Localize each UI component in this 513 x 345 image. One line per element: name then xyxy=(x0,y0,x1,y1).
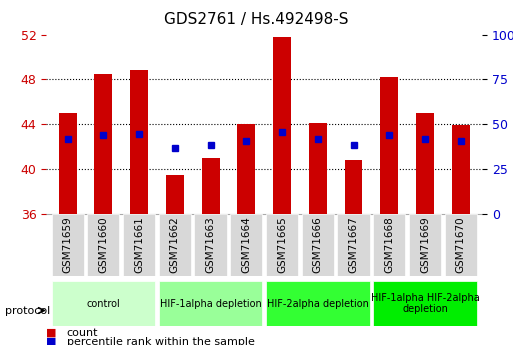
Text: GSM71660: GSM71660 xyxy=(98,217,108,273)
Text: GSM71663: GSM71663 xyxy=(206,217,215,273)
Bar xyxy=(94,74,112,214)
Text: ■: ■ xyxy=(46,337,56,345)
Text: HIF-2alpha depletion: HIF-2alpha depletion xyxy=(267,299,369,308)
Bar xyxy=(380,77,398,214)
FancyBboxPatch shape xyxy=(51,281,155,326)
Bar xyxy=(452,125,470,214)
Bar xyxy=(58,113,76,214)
Text: control: control xyxy=(87,299,120,308)
Bar xyxy=(130,70,148,214)
Bar xyxy=(273,37,291,214)
FancyBboxPatch shape xyxy=(230,214,263,276)
Text: GSM71666: GSM71666 xyxy=(313,217,323,273)
Text: GSM71669: GSM71669 xyxy=(420,217,430,273)
Bar xyxy=(202,158,220,214)
Text: percentile rank within the sample: percentile rank within the sample xyxy=(67,337,254,345)
FancyBboxPatch shape xyxy=(51,214,84,276)
Text: GSM71659: GSM71659 xyxy=(63,217,73,273)
FancyBboxPatch shape xyxy=(373,214,405,276)
Text: count: count xyxy=(67,328,98,338)
Text: GSM71661: GSM71661 xyxy=(134,217,144,273)
Bar xyxy=(238,124,255,214)
FancyBboxPatch shape xyxy=(338,214,370,276)
FancyBboxPatch shape xyxy=(445,214,477,276)
Text: ■: ■ xyxy=(46,328,56,338)
Bar xyxy=(309,123,327,214)
Text: HIF-1alpha depletion: HIF-1alpha depletion xyxy=(160,299,262,308)
FancyBboxPatch shape xyxy=(123,214,155,276)
Text: GSM71667: GSM71667 xyxy=(348,217,359,273)
Text: GSM71670: GSM71670 xyxy=(456,217,466,273)
FancyBboxPatch shape xyxy=(302,214,334,276)
Text: GDS2761 / Hs.492498-S: GDS2761 / Hs.492498-S xyxy=(164,12,349,27)
Text: protocol: protocol xyxy=(5,306,50,315)
FancyBboxPatch shape xyxy=(266,214,298,276)
FancyBboxPatch shape xyxy=(409,214,441,276)
FancyBboxPatch shape xyxy=(159,214,191,276)
FancyBboxPatch shape xyxy=(159,281,263,326)
Bar xyxy=(345,160,363,214)
Text: GSM71664: GSM71664 xyxy=(241,217,251,273)
FancyBboxPatch shape xyxy=(266,281,370,326)
FancyBboxPatch shape xyxy=(87,214,120,276)
Text: GSM71665: GSM71665 xyxy=(277,217,287,273)
Bar xyxy=(416,113,434,214)
FancyBboxPatch shape xyxy=(373,281,477,326)
Text: HIF-1alpha HIF-2alpha
depletion: HIF-1alpha HIF-2alpha depletion xyxy=(371,293,480,314)
Text: GSM71662: GSM71662 xyxy=(170,217,180,273)
Text: GSM71668: GSM71668 xyxy=(384,217,394,273)
FancyBboxPatch shape xyxy=(194,214,227,276)
Bar xyxy=(166,175,184,214)
